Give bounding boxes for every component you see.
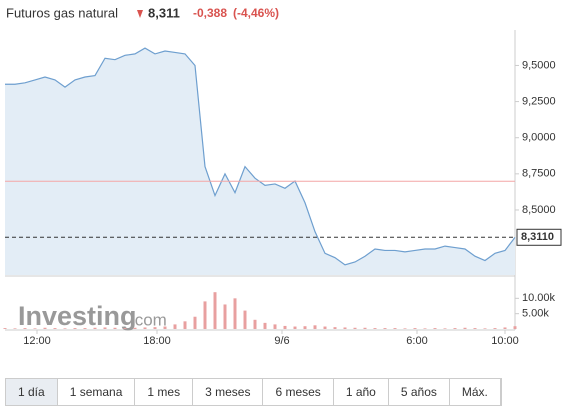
volume-bar (293, 326, 297, 329)
range-button[interactable]: 5 años (388, 379, 450, 405)
price-line (5, 47, 516, 266)
y-tick-label: 8,5000 (522, 204, 556, 216)
volume-bar (403, 328, 407, 329)
last-price-box (516, 228, 562, 246)
change-pct: (-4,46%) (233, 6, 279, 20)
volume-bar (443, 328, 447, 329)
volume-tick-label: 10.00k (522, 292, 556, 304)
x-tick-label: 18:00 (143, 335, 171, 347)
volume-bar (353, 327, 357, 329)
last-price-label: 8,3110 (521, 231, 554, 243)
volume-bar (133, 327, 137, 329)
range-button[interactable]: 1 día (6, 379, 58, 405)
volume-bar (373, 328, 377, 329)
volume-bar (253, 319, 257, 329)
volume-bar (203, 301, 207, 329)
volume-bar (213, 292, 217, 329)
price-area (5, 48, 515, 276)
volume-bar (503, 327, 507, 329)
range-button[interactable]: 1 mes (135, 379, 194, 405)
x-tick-label: 6:00 (406, 335, 427, 347)
chart: Futuros gas natural 8,311 -0,388 (-4,46%… (3, 5, 562, 347)
volume-bar (283, 325, 287, 329)
volume-bar (43, 327, 47, 329)
volume-bar (33, 328, 37, 329)
volume-bar (483, 328, 487, 329)
volume-bar (53, 328, 57, 329)
volume-bar (243, 310, 247, 329)
volume-bar (313, 325, 317, 329)
volume-bar (93, 327, 97, 329)
volume-bar (303, 326, 307, 329)
watermark: Investing (18, 301, 137, 331)
volume-bar (463, 327, 467, 329)
volume-bar (153, 327, 157, 329)
volume-bar (123, 328, 127, 329)
volume-bar (343, 327, 347, 329)
volume-bar (513, 326, 517, 329)
volume-bar (13, 328, 17, 329)
watermark: .com (130, 310, 167, 329)
volume-bar (473, 328, 477, 329)
y-tick-label: 9,5000 (522, 59, 556, 71)
x-tick-label: 9/6 (274, 335, 289, 347)
volume-bar (163, 326, 167, 329)
volume-bar (413, 328, 417, 329)
volume-bar (23, 328, 27, 329)
down-arrow (137, 10, 143, 18)
price: 8,311 (148, 5, 180, 20)
volume-tick-label: 5.00k (522, 308, 549, 320)
volume-bar (383, 328, 387, 329)
volume-bar (423, 328, 427, 329)
volume-bar (3, 328, 7, 329)
y-tick-label: 8,7500 (522, 168, 556, 180)
x-tick-label: 12:00 (23, 335, 51, 347)
volume-bar (333, 327, 337, 329)
volume-bar (233, 298, 237, 329)
volume-bar (223, 304, 227, 329)
volume-bar (263, 322, 267, 329)
title: Futuros gas natural (6, 5, 118, 20)
volume-bar (113, 327, 117, 329)
volume-bar (193, 316, 197, 329)
volume-bar (433, 328, 437, 329)
volume-bar (363, 327, 367, 329)
x-tick-label: 10:00 (491, 335, 519, 347)
volume-bar (393, 328, 397, 329)
range-button[interactable]: 1 semana (57, 379, 136, 405)
volume-bar (273, 324, 277, 329)
range-button[interactable]: 6 meses (263, 379, 334, 405)
volume-bar (73, 328, 77, 329)
change: -0,388 (193, 6, 227, 20)
range-bar: 1 día 1 semana 1 mes 3 meses 6 meses 1 año 5 a… (5, 378, 502, 406)
range-button[interactable]: Máx. (449, 379, 501, 405)
volume-bar (83, 328, 87, 329)
volume-bar (173, 324, 177, 329)
volume-bar (63, 328, 67, 329)
y-tick-label: 9,0000 (522, 132, 556, 144)
volume-bar (493, 328, 497, 329)
volume-bar (103, 327, 107, 329)
range-button[interactable]: 1 año (333, 379, 389, 405)
volume-bar (183, 321, 187, 329)
range-button[interactable]: 3 meses (193, 379, 264, 405)
volume-bar (143, 327, 147, 329)
y-tick-label: 9,2500 (522, 95, 556, 107)
volume-bar (323, 326, 327, 329)
volume-bar (453, 328, 457, 329)
